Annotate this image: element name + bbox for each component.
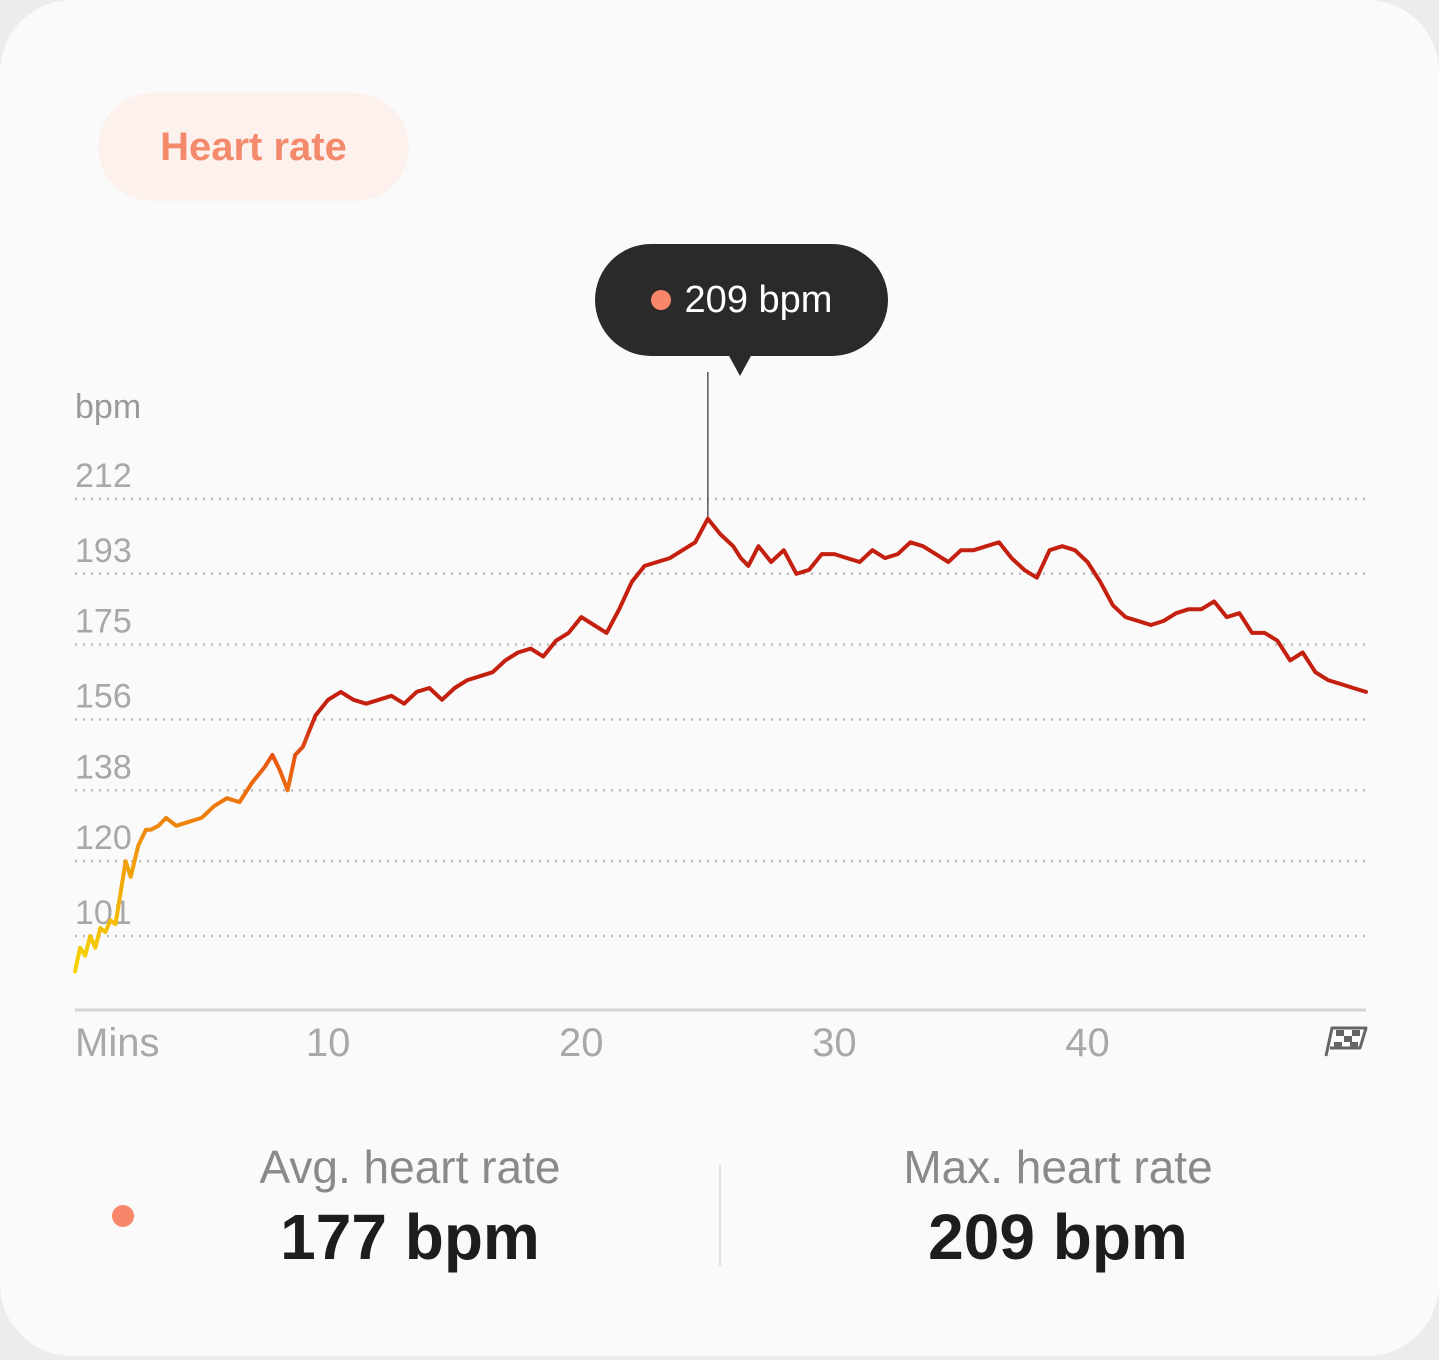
tooltip-dot-icon <box>650 290 671 310</box>
legend-dot-icon <box>112 1205 134 1227</box>
y-tick-label: 120 <box>75 819 132 857</box>
y-tick-label: 175 <box>75 603 132 641</box>
heart-rate-series-line <box>73 516 1368 974</box>
peak-tooltip: 209 bpm <box>595 244 888 356</box>
max-heart-rate-value: 209 bpm <box>928 1201 1188 1273</box>
avg-heart-rate: Avg. heart rate 177 bpm <box>200 1140 620 1274</box>
avg-heart-rate-value: 177 bpm <box>280 1201 540 1273</box>
heart-rate-tab-label: Heart rate <box>160 124 347 169</box>
y-tick-label: 212 <box>75 457 132 495</box>
checkered-flag-icon <box>1324 1026 1368 1057</box>
y-axis-label: bpm <box>75 388 141 426</box>
x-tick-label: 30 <box>812 1021 857 1065</box>
heart-rate-tab[interactable]: Heart rate <box>98 93 409 201</box>
y-tick-label: 193 <box>75 532 132 570</box>
x-axis-ticks: 10 20 30 40 <box>306 1021 1110 1065</box>
x-tick-label: 20 <box>559 1021 604 1065</box>
heart-rate-chart[interactable]: 101 120 138 156 175 193 212 bpm Mins 10 20 30 40 <box>0 0 1439 1100</box>
x-tick-label: 40 <box>1065 1021 1110 1065</box>
avg-heart-rate-label: Avg. heart rate <box>259 1141 561 1193</box>
gridlines <box>75 497 1366 938</box>
stats-divider <box>719 1164 721 1266</box>
tooltip-value: 209 bpm <box>684 278 833 321</box>
y-tick-label: 156 <box>75 677 132 715</box>
tooltip-pointer <box>728 354 752 376</box>
max-heart-rate-label: Max. heart rate <box>903 1141 1213 1193</box>
y-tick-label: 101 <box>75 894 132 932</box>
y-axis-ticks: 101 120 138 156 175 193 212 <box>75 457 132 932</box>
max-heart-rate: Max. heart rate 209 bpm <box>848 1140 1268 1274</box>
stats-summary: Avg. heart rate 177 bpm Max. heart rate … <box>0 1140 1439 1300</box>
x-axis-label: Mins <box>75 1021 159 1065</box>
y-tick-label: 138 <box>75 748 132 786</box>
x-tick-label: 10 <box>306 1021 351 1065</box>
